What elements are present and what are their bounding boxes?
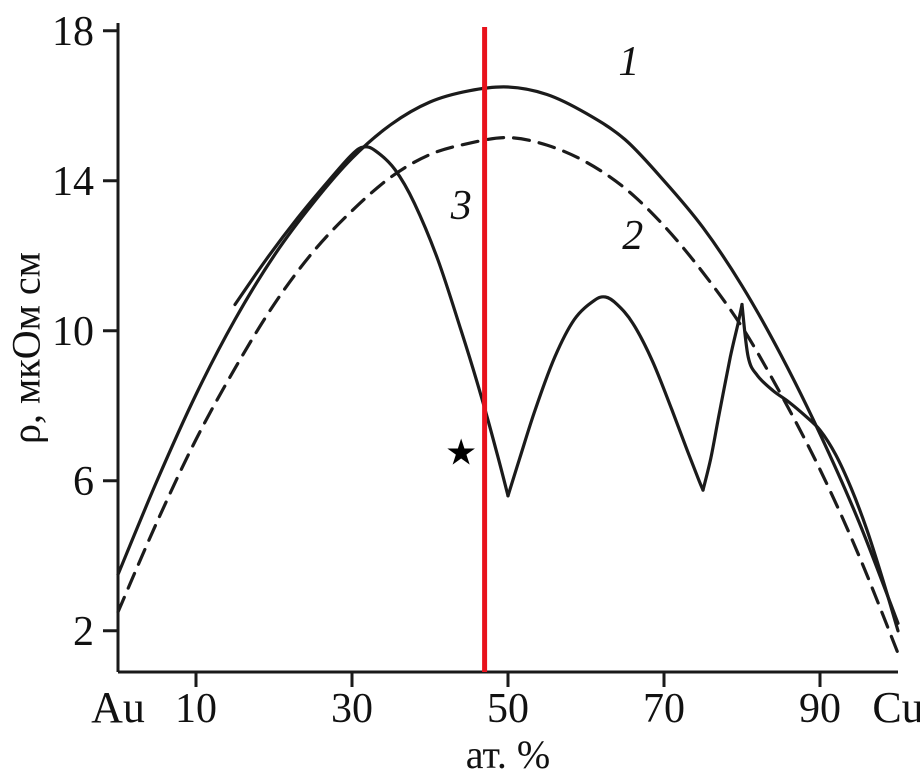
x-axis-end-label-au: Au: [91, 683, 145, 732]
curve-1: [116, 85, 900, 625]
y-tick-label: 2: [73, 609, 94, 655]
x-tick-label: 30: [331, 686, 373, 732]
curve-label-3: 3: [450, 183, 472, 229]
curve-3: [701, 302, 744, 492]
x-tick-label: 50: [487, 686, 529, 732]
x-axis-end-label-cu: Cu: [872, 683, 920, 732]
curve-3: [740, 302, 900, 633]
y-tick-label: 6: [73, 459, 94, 505]
y-tick-label: 18: [52, 9, 94, 55]
x-tick-label: 90: [799, 686, 841, 732]
curve-3: [506, 295, 705, 498]
curve-label-2: 2: [622, 213, 643, 259]
x-tick-label: 70: [643, 686, 685, 732]
curve-3: [233, 145, 510, 498]
y-tick-label: 10: [52, 309, 94, 355]
y-axis-title: ρ, мкОм см: [3, 252, 49, 444]
curve-label-1: 1: [618, 39, 639, 85]
star-marker: ★: [445, 433, 477, 473]
curve-2: [116, 135, 900, 655]
x-tick-label: 10: [175, 686, 217, 732]
y-tick-label: 14: [52, 159, 94, 205]
x-axis-title: ат. %: [465, 732, 551, 777]
